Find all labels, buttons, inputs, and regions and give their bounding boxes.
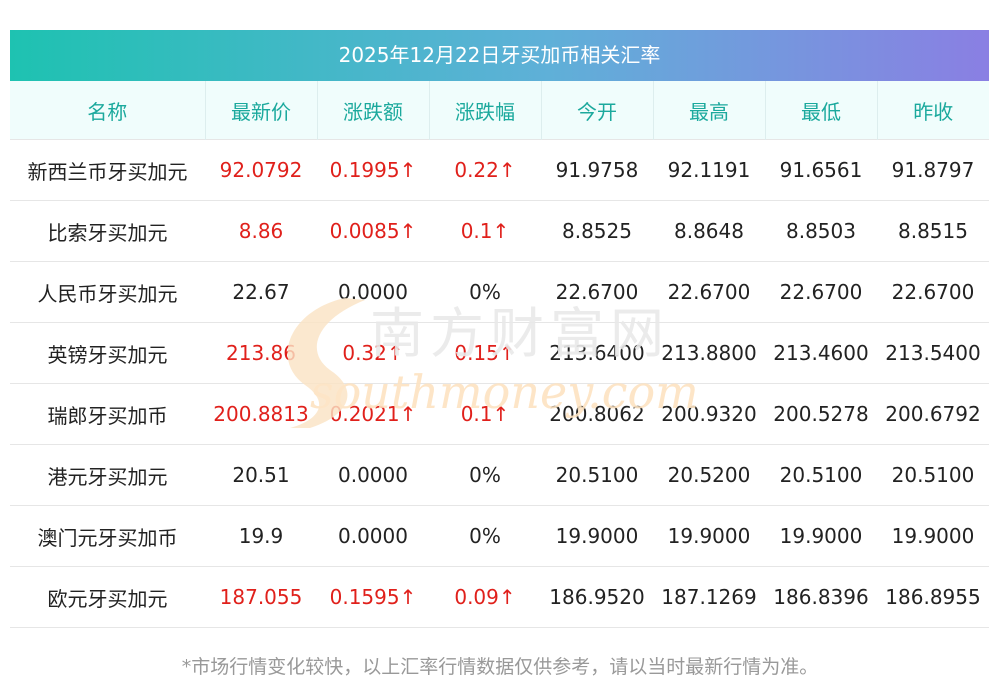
cell-high: 19.9000: [653, 505, 765, 567]
cell-high: 20.5200: [653, 444, 765, 506]
cell-prev-close: 8.8515: [877, 200, 989, 262]
cell-name: 新西兰币牙买加元: [10, 139, 205, 201]
cell-open: 8.8525: [541, 200, 653, 262]
cell-open: 20.5100: [541, 444, 653, 506]
cell-change: 0.32↑: [317, 322, 429, 384]
table-row: 英镑牙买加元 213.86 0.32↑ 0.15↑ 213.6400 213.8…: [10, 322, 989, 384]
cell-latest: 22.67: [205, 261, 317, 323]
cell-low: 213.4600: [765, 322, 877, 384]
cell-change-pct: 0.1↑: [429, 383, 541, 445]
cell-open: 91.9758: [541, 139, 653, 201]
table-row: 瑞郎牙买加币 200.8813 0.2021↑ 0.1↑ 200.8062 20…: [10, 383, 989, 445]
cell-name: 欧元牙买加元: [10, 566, 205, 628]
cell-open: 186.9520: [541, 566, 653, 628]
header-open: 今开: [541, 81, 654, 140]
cell-change-pct: 0.15↑: [429, 322, 541, 384]
cell-open: 213.6400: [541, 322, 653, 384]
cell-name: 比索牙买加元: [10, 200, 205, 262]
header-high: 最高: [653, 81, 766, 140]
cell-change-pct: 0%: [429, 261, 541, 323]
cell-change: 0.0000: [317, 505, 429, 567]
cell-latest: 8.86: [205, 200, 317, 262]
cell-open: 22.6700: [541, 261, 653, 323]
header-name: 名称: [10, 81, 206, 140]
table-row: 欧元牙买加元 187.055 0.1595↑ 0.09↑ 186.9520 18…: [10, 566, 989, 628]
cell-high: 92.1191: [653, 139, 765, 201]
cell-open: 19.9000: [541, 505, 653, 567]
table-row: 港元牙买加元 20.51 0.0000 0% 20.5100 20.5200 2…: [10, 444, 989, 506]
table-title: 2025年12月22日牙买加币相关汇率: [10, 30, 989, 81]
rate-table-container: 2025年12月22日牙买加币相关汇率 名称 最新价 涨跌额 涨跌幅 今开 最高…: [10, 30, 989, 628]
header-latest: 最新价: [205, 81, 318, 140]
header-change-pct: 涨跌幅: [429, 81, 542, 140]
table-row: 新西兰币牙买加元 92.0792 0.1995↑ 0.22↑ 91.9758 9…: [10, 139, 989, 201]
cell-prev-close: 186.8955: [877, 566, 989, 628]
cell-latest: 92.0792: [205, 139, 317, 201]
cell-latest: 200.8813: [205, 383, 317, 445]
cell-high: 200.9320: [653, 383, 765, 445]
cell-prev-close: 91.8797: [877, 139, 989, 201]
cell-change-pct: 0%: [429, 444, 541, 506]
cell-change-pct: 0.1↑: [429, 200, 541, 262]
cell-name: 港元牙买加元: [10, 444, 205, 506]
cell-low: 200.5278: [765, 383, 877, 445]
disclaimer-footnote: *市场行情变化较快，以上汇率行情数据仅供参考，请以当时最新行情为准。: [181, 656, 819, 678]
cell-prev-close: 19.9000: [877, 505, 989, 567]
header-change: 涨跌额: [317, 81, 430, 140]
table-row: 澳门元牙买加币 19.9 0.0000 0% 19.9000 19.9000 1…: [10, 505, 989, 567]
header-prev-close: 昨收: [877, 81, 989, 140]
table-header-row: 名称 最新价 涨跌额 涨跌幅 今开 最高 最低 昨收: [10, 81, 989, 140]
cell-change: 0.0000: [317, 261, 429, 323]
cell-change: 0.0085↑: [317, 200, 429, 262]
cell-change-pct: 0%: [429, 505, 541, 567]
cell-low: 186.8396: [765, 566, 877, 628]
cell-low: 20.5100: [765, 444, 877, 506]
cell-low: 8.8503: [765, 200, 877, 262]
cell-latest: 213.86: [205, 322, 317, 384]
cell-change: 0.0000: [317, 444, 429, 506]
cell-name: 人民币牙买加元: [10, 261, 205, 323]
cell-change: 0.1595↑: [317, 566, 429, 628]
cell-change-pct: 0.22↑: [429, 139, 541, 201]
cell-high: 187.1269: [653, 566, 765, 628]
exchange-rate-table: 名称 最新价 涨跌额 涨跌幅 今开 最高 最低 昨收 新西兰币牙买加元 92.0…: [10, 81, 989, 628]
cell-latest: 187.055: [205, 566, 317, 628]
cell-change: 0.1995↑: [317, 139, 429, 201]
cell-low: 22.6700: [765, 261, 877, 323]
cell-low: 19.9000: [765, 505, 877, 567]
cell-low: 91.6561: [765, 139, 877, 201]
cell-name: 英镑牙买加元: [10, 322, 205, 384]
cell-latest: 19.9: [205, 505, 317, 567]
cell-high: 22.6700: [653, 261, 765, 323]
cell-open: 200.8062: [541, 383, 653, 445]
cell-prev-close: 200.6792: [877, 383, 989, 445]
cell-name: 瑞郎牙买加币: [10, 383, 205, 445]
cell-change: 0.2021↑: [317, 383, 429, 445]
cell-latest: 20.51: [205, 444, 317, 506]
cell-change-pct: 0.09↑: [429, 566, 541, 628]
cell-prev-close: 20.5100: [877, 444, 989, 506]
cell-high: 8.8648: [653, 200, 765, 262]
cell-name: 澳门元牙买加币: [10, 505, 205, 567]
cell-high: 213.8800: [653, 322, 765, 384]
cell-prev-close: 22.6700: [877, 261, 989, 323]
header-low: 最低: [765, 81, 878, 140]
table-row: 人民币牙买加元 22.67 0.0000 0% 22.6700 22.6700 …: [10, 261, 989, 323]
table-row: 比索牙买加元 8.86 0.0085↑ 0.1↑ 8.8525 8.8648 8…: [10, 200, 989, 262]
cell-prev-close: 213.5400: [877, 322, 989, 384]
